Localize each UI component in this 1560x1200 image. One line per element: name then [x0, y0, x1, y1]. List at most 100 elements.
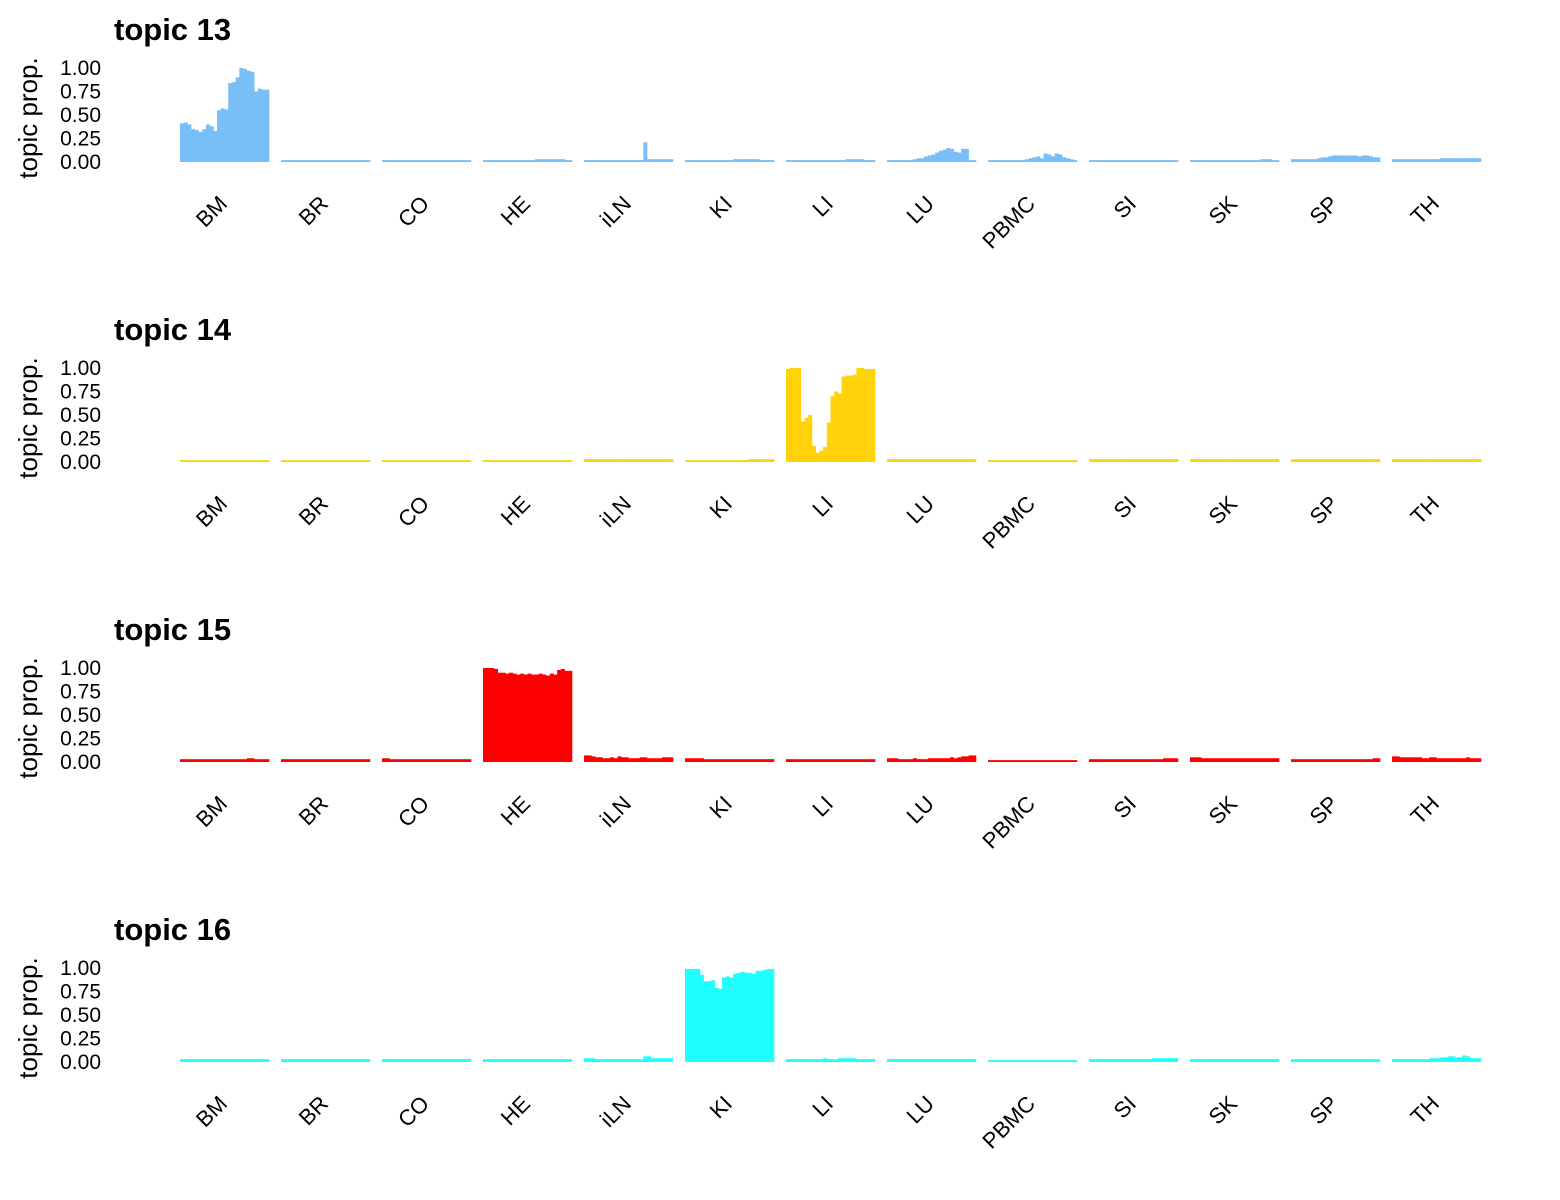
bar — [1392, 1059, 1397, 1062]
bar — [347, 460, 352, 462]
bar — [191, 129, 196, 162]
bar — [591, 459, 596, 462]
bar — [751, 159, 756, 162]
bar — [1054, 760, 1059, 762]
bar — [1271, 758, 1276, 762]
y-tick-label: 0.00 — [60, 1051, 101, 1074]
y-tick-label: 1.00 — [60, 357, 101, 380]
bar — [606, 1059, 611, 1062]
bar — [755, 459, 760, 462]
bar — [961, 459, 966, 462]
bar — [871, 759, 876, 762]
bar — [505, 160, 510, 162]
bar — [564, 670, 569, 762]
bar — [658, 159, 663, 162]
bar — [314, 1059, 319, 1062]
bar — [1368, 1059, 1373, 1062]
bar — [400, 1059, 405, 1062]
bar — [239, 460, 244, 462]
bar — [1148, 759, 1153, 762]
bar — [1346, 155, 1351, 162]
bar — [1462, 1055, 1467, 1062]
bar — [505, 1059, 510, 1062]
bar — [797, 1059, 802, 1062]
bar — [1425, 159, 1430, 162]
x-tick-label: TH — [1406, 491, 1444, 529]
bar — [1335, 759, 1340, 762]
bar — [1238, 758, 1243, 762]
bar-group-bm — [180, 1059, 270, 1062]
bar — [1238, 1059, 1243, 1062]
bar — [613, 1059, 618, 1062]
bar — [938, 150, 943, 162]
bar — [557, 669, 562, 762]
bar — [1335, 1059, 1340, 1062]
x-tick-label: LU — [901, 1091, 939, 1129]
bar — [1429, 159, 1434, 162]
x-tick-label: CO — [393, 191, 434, 232]
x-tick-label: HE — [496, 1091, 535, 1130]
bar — [217, 460, 222, 462]
bar — [1275, 1059, 1280, 1062]
bar — [852, 374, 857, 462]
bar — [1443, 158, 1448, 162]
x-tick-label: LI — [807, 491, 838, 522]
bar — [362, 160, 367, 162]
bar — [389, 1059, 394, 1062]
bar — [1039, 460, 1044, 462]
bar — [609, 459, 614, 462]
bar — [931, 758, 936, 762]
bar — [1212, 160, 1217, 162]
bar — [542, 1059, 547, 1062]
bar — [1365, 459, 1370, 462]
bar-group-sp — [1291, 459, 1381, 462]
bar — [1212, 459, 1217, 462]
bar — [486, 1059, 491, 1062]
bar — [396, 759, 401, 762]
bar — [396, 460, 401, 462]
bar-group-li — [786, 1058, 876, 1062]
bar — [1395, 756, 1400, 762]
bar — [1275, 160, 1280, 162]
bar — [1462, 758, 1467, 762]
bar — [1339, 459, 1344, 462]
bar — [628, 1059, 633, 1062]
bar — [1197, 757, 1202, 762]
bar — [1036, 156, 1041, 162]
bar — [254, 460, 259, 462]
bar — [1328, 759, 1333, 762]
bar — [639, 757, 644, 762]
bar — [325, 160, 330, 162]
bar — [1025, 460, 1030, 462]
bar — [665, 159, 670, 162]
bar — [411, 160, 416, 162]
bar — [793, 759, 798, 762]
bar — [560, 159, 565, 162]
bar — [927, 758, 932, 762]
panel-title: topic 15 — [114, 612, 231, 647]
bar-group-si — [1089, 1058, 1179, 1062]
bar — [1140, 160, 1145, 162]
bar — [1331, 1059, 1336, 1062]
bar — [1241, 160, 1246, 162]
bar — [894, 160, 899, 162]
bar — [430, 160, 435, 162]
bar — [1417, 159, 1422, 162]
bar — [1447, 1056, 1452, 1062]
bar — [1227, 758, 1232, 762]
bar — [632, 758, 637, 762]
bar — [770, 759, 775, 762]
bar — [935, 459, 940, 462]
bar — [520, 160, 525, 162]
bar — [1245, 459, 1250, 462]
y-tick-label: 0.50 — [60, 704, 101, 727]
bar — [909, 459, 914, 462]
bar — [1174, 459, 1179, 462]
bar — [1324, 759, 1329, 762]
bar — [635, 758, 640, 762]
bar — [426, 160, 431, 162]
y-tick-label: 0.75 — [60, 381, 101, 404]
bar — [382, 160, 387, 162]
bar — [299, 1059, 304, 1062]
bar — [845, 159, 850, 162]
